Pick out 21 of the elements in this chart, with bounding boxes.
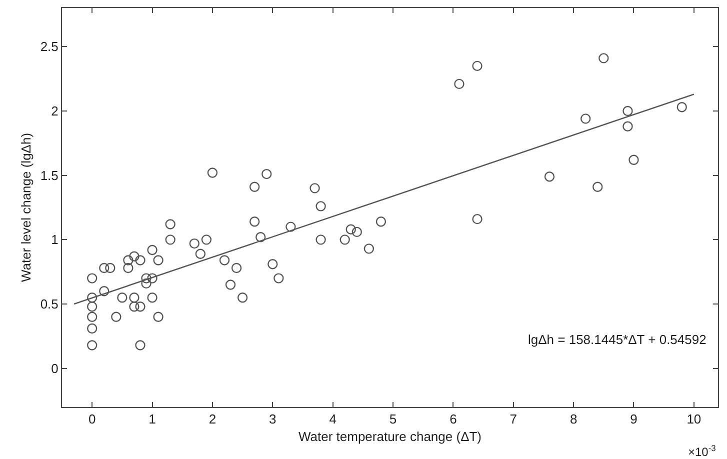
x-tick-label: 8 [570, 412, 578, 427]
y-tick-label: 2.5 [40, 39, 58, 54]
annotation: lgΔh = 158.1445*ΔT + 0.54592 [528, 332, 706, 347]
x-axis-title: Water temperature change (ΔT) [298, 429, 482, 444]
y-tick-label: 0.5 [40, 296, 58, 312]
x-tick-label: 10 [686, 412, 702, 427]
x-tick-label: 5 [389, 412, 397, 427]
x-tick-label: 7 [510, 412, 517, 427]
x-tick-label: 2 [208, 412, 216, 427]
text: ×10$^{-3}$ [688, 443, 716, 459]
x-tick-label: 3 [269, 412, 276, 427]
y-tick-label: 1.5 [40, 168, 58, 183]
x-tick-label: 1 [148, 412, 156, 427]
x-tick-label: 0 [88, 412, 96, 427]
y-tick-label: 0 [51, 360, 58, 376]
x-tick-label: 4 [329, 412, 336, 427]
x-tick-label: 9 [630, 412, 638, 427]
y-tick-label: 1 [51, 232, 58, 248]
y-tick-label: 2 [51, 104, 58, 119]
y-axis-title: Water level change (lgΔh) [18, 132, 34, 282]
x-tick-label: 6 [450, 412, 457, 427]
